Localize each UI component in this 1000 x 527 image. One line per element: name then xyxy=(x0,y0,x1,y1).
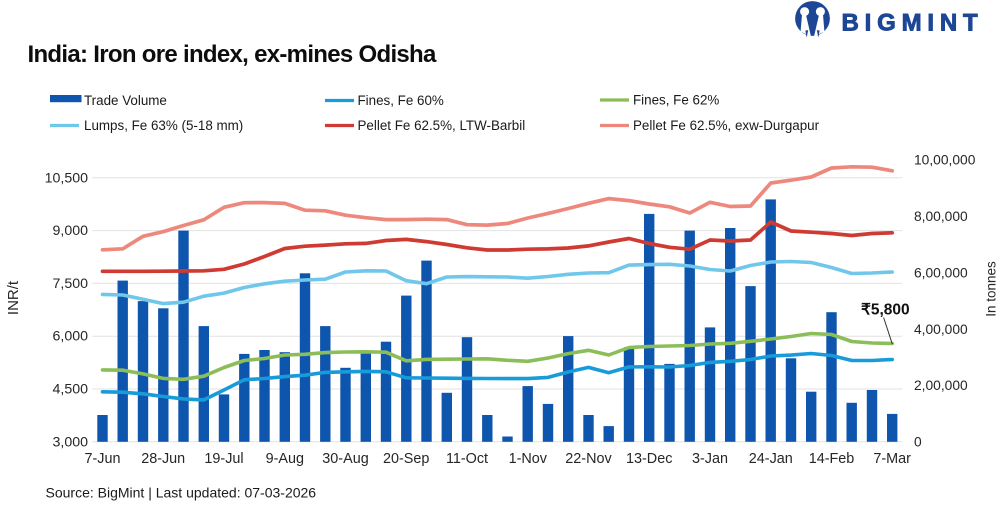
svg-text:India: Iron ore index, ex-mine: India: Iron ore index, ex-mines Odisha xyxy=(28,41,438,68)
svg-text:Trade Volume: Trade Volume xyxy=(84,93,167,108)
svg-text:Pellet Fe 62.5%, exw-Durgapur: Pellet Fe 62.5%, exw-Durgapur xyxy=(633,118,820,133)
svg-text:9,000: 9,000 xyxy=(52,223,88,239)
svg-text:4,500: 4,500 xyxy=(52,382,88,398)
svg-text:20-Sep: 20-Sep xyxy=(383,451,429,467)
svg-text:Source: BigMint | Last updated: Source: BigMint | Last updated: 07-03-20… xyxy=(46,485,317,501)
svg-text:3,000: 3,000 xyxy=(52,434,88,450)
svg-text:6,000: 6,000 xyxy=(52,329,88,345)
svg-text:9-Aug: 9-Aug xyxy=(266,451,304,467)
svg-text:Pellet Fe 62.5%, LTW-Barbil: Pellet Fe 62.5%, LTW-Barbil xyxy=(358,118,526,133)
svg-text:8,00,000: 8,00,000 xyxy=(914,209,968,224)
svg-text:24-Jan: 24-Jan xyxy=(749,451,793,467)
svg-text:7-Mar: 7-Mar xyxy=(873,451,911,467)
svg-text:Lumps, Fe 63% (5-18 mm): Lumps, Fe 63% (5-18 mm) xyxy=(84,118,243,133)
svg-text:10,500: 10,500 xyxy=(45,170,89,186)
svg-text:0: 0 xyxy=(914,434,922,449)
svg-text:11-Oct: 11-Oct xyxy=(446,451,488,467)
svg-text:INR/t: INR/t xyxy=(5,280,22,315)
svg-text:6,00,000: 6,00,000 xyxy=(914,265,968,280)
svg-text:2,00,000: 2,00,000 xyxy=(914,378,968,393)
svg-text:13-Dec: 13-Dec xyxy=(626,451,672,467)
svg-text:BIGMINT: BIGMINT xyxy=(842,10,984,37)
svg-text:4,00,000: 4,00,000 xyxy=(914,322,968,337)
svg-text:In tonnes: In tonnes xyxy=(984,261,999,317)
svg-text:7-Jun: 7-Jun xyxy=(85,451,121,467)
svg-text:22-Nov: 22-Nov xyxy=(565,451,612,467)
svg-text:10,00,000: 10,00,000 xyxy=(914,153,976,168)
svg-text:3-Jan: 3-Jan xyxy=(692,451,728,467)
svg-text:1-Nov: 1-Nov xyxy=(509,451,548,467)
svg-text:19-Jul: 19-Jul xyxy=(204,451,243,467)
svg-text:Fines, Fe 62%: Fines, Fe 62% xyxy=(633,93,719,108)
svg-text:Fines, Fe 60%: Fines, Fe 60% xyxy=(358,93,444,108)
svg-text:28-Jun: 28-Jun xyxy=(141,451,185,467)
svg-text:7,500: 7,500 xyxy=(52,276,88,292)
svg-text:14-Feb: 14-Feb xyxy=(809,451,855,467)
svg-text:₹5,800: ₹5,800 xyxy=(861,302,910,319)
svg-text:30-Aug: 30-Aug xyxy=(322,451,368,467)
